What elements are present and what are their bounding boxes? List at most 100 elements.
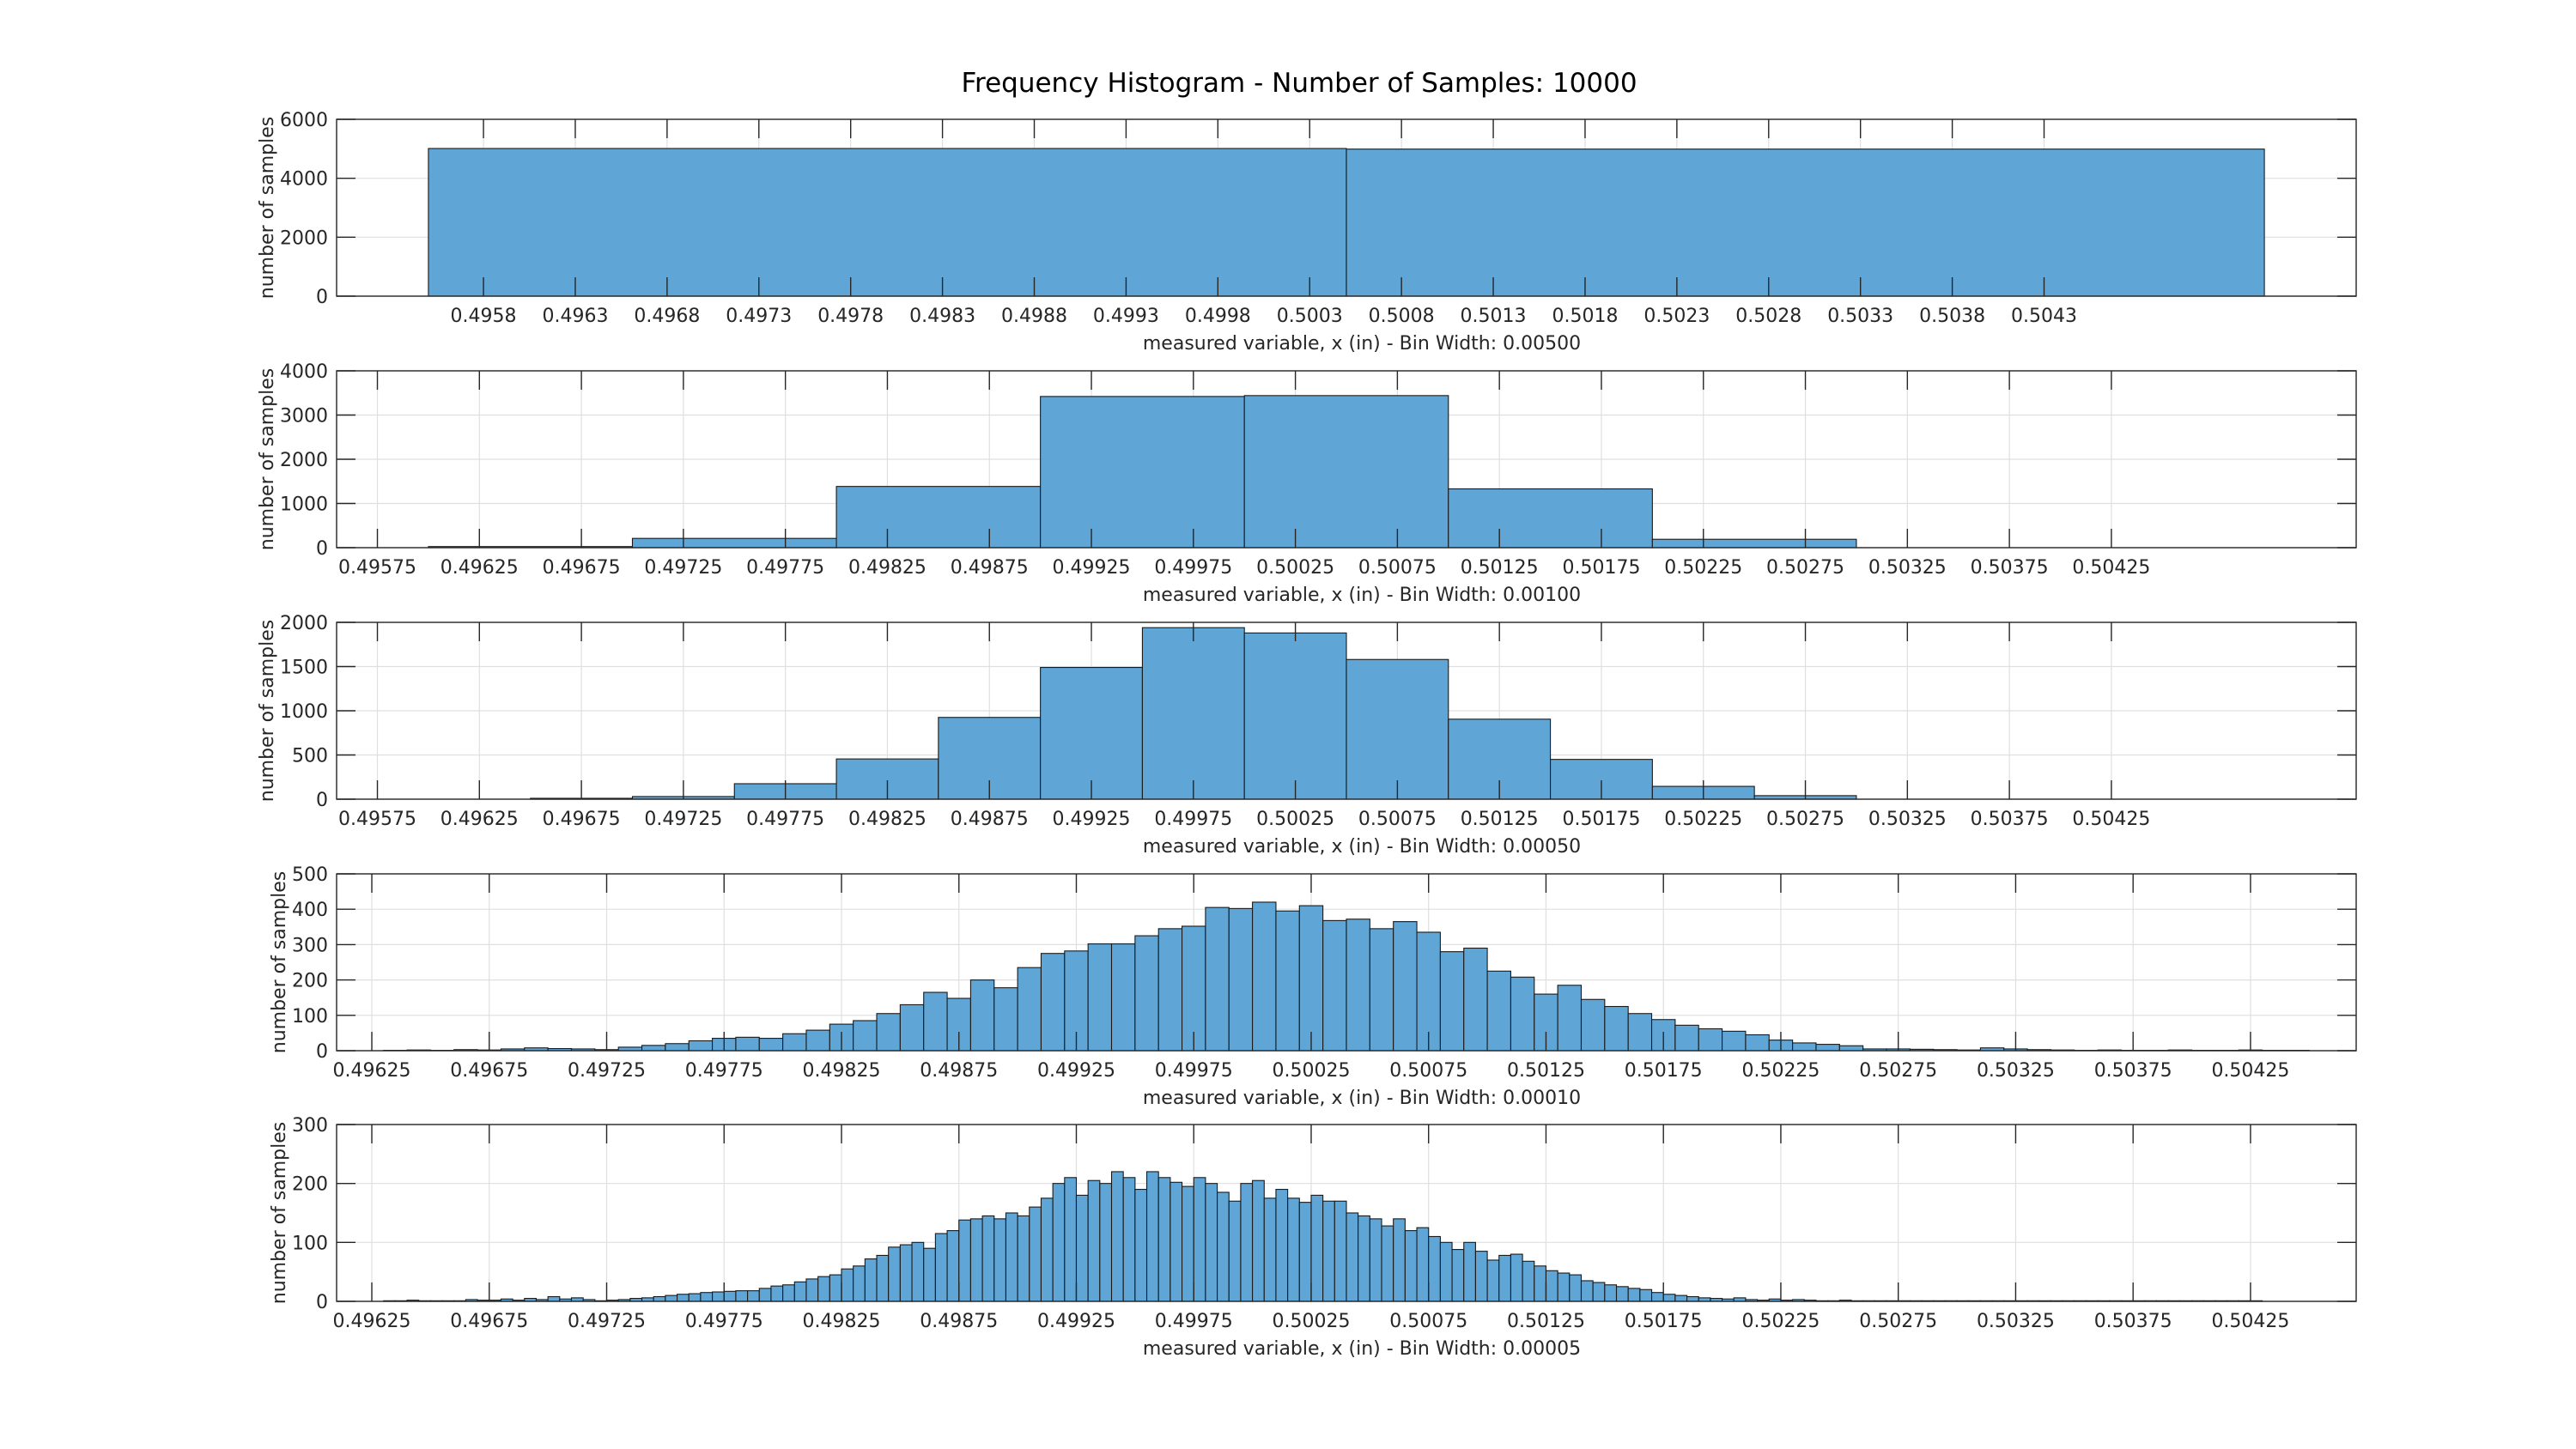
histogram-bar (1451, 1249, 1465, 1302)
histogram-bar (1674, 1024, 1699, 1052)
x-tick-label: 0.50375 (2094, 1060, 2172, 1082)
y-tick-label: 0 (316, 1041, 328, 1063)
histogram-bar (793, 1281, 807, 1302)
x-tick-label: 0.49775 (685, 1311, 763, 1332)
histogram-bar (853, 1265, 866, 1302)
y-tick-label: 100 (292, 1006, 328, 1028)
x-axis-label: measured variable, x (in) - Bin Width: 0… (1143, 1088, 1581, 1109)
y-tick-label: 400 (292, 900, 328, 921)
x-tick-label: 0.50275 (1859, 1311, 1937, 1332)
bar-series (428, 148, 2265, 297)
histogram-bar (817, 1276, 830, 1302)
x-tick-label: 0.49725 (568, 1060, 646, 1082)
x-tick-label: 0.50075 (1389, 1311, 1467, 1332)
y-tick-label: 500 (292, 864, 328, 886)
histogram-bar (911, 1241, 925, 1302)
histogram-bar (1815, 1044, 1840, 1052)
histogram-bar (665, 1043, 690, 1052)
histogram-bar (993, 987, 1018, 1052)
histogram-bar (958, 1219, 971, 1302)
histogram-bar (1627, 1288, 1641, 1302)
y-tick-label: 100 (292, 1233, 328, 1254)
histogram-bar (864, 1258, 878, 1302)
histogram-bar (1170, 1181, 1183, 1302)
x-tick-label: 0.50175 (1562, 557, 1640, 579)
histogram-bar (1510, 1253, 1523, 1302)
histogram-bar (1463, 947, 1488, 1052)
histogram-bar (1498, 1254, 1511, 1302)
x-tick-label: 0.50225 (1664, 557, 1742, 579)
histogram-bar (1099, 1183, 1113, 1302)
histogram-bar (1604, 1284, 1618, 1302)
x-tick-label: 0.50325 (1868, 557, 1947, 579)
histogram-bar (1838, 1045, 1864, 1052)
histogram-bar (1557, 985, 1583, 1052)
histogram-bar (1017, 1215, 1030, 1302)
histogram-bar (1346, 1212, 1359, 1302)
histogram-panel-2: 0.49575 0.49625 0.49675 0.49725 0.49775 0.498… (257, 361, 2357, 606)
histogram-bar (805, 1029, 830, 1052)
histogram-bar (1017, 967, 1042, 1052)
histogram-bar (758, 1288, 772, 1302)
x-tick-label: 0.50275 (1859, 1060, 1937, 1082)
x-tick-label: 0.49625 (440, 557, 519, 579)
x-tick-label: 0.50325 (1868, 809, 1947, 830)
histogram-bar (1243, 632, 1347, 800)
x-tick-label: 0.50025 (1272, 1060, 1350, 1082)
x-tick-label: 0.5023 (1643, 306, 1710, 327)
x-tick-label: 0.49975 (1155, 1060, 1233, 1082)
histogram-bar (1416, 1227, 1430, 1302)
histogram-bar (1510, 976, 1535, 1052)
x-tick-label: 0.4958 (451, 306, 517, 327)
histogram-bar (1193, 1177, 1206, 1302)
y-tick-label: 1000 (280, 701, 328, 723)
histogram-panel-3: 0.49575 0.49625 0.49675 0.49725 0.49775 0.498… (257, 613, 2357, 858)
x-tick-label: 0.50025 (1256, 557, 1334, 579)
x-tick-label: 0.5033 (1827, 306, 1893, 327)
histogram-bar (1381, 1225, 1394, 1302)
histogram-bar (946, 1230, 960, 1302)
bar-series (383, 1171, 2263, 1302)
histogram-bar (1252, 1179, 1265, 1302)
histogram-bar (899, 1003, 925, 1052)
x-tick-label: 0.5003 (1277, 306, 1343, 327)
histogram-bar (876, 1254, 890, 1302)
x-tick-label: 0.49675 (543, 557, 621, 579)
histogram-bar (829, 1274, 842, 1302)
x-tick-label: 0.49925 (1037, 1060, 1115, 1082)
histogram-bar (723, 1290, 737, 1302)
x-tick-label: 0.49925 (1053, 557, 1131, 579)
x-tick-label: 0.50125 (1461, 809, 1539, 830)
x-tick-label: 0.50375 (1971, 557, 2049, 579)
x-tick-label: 0.49925 (1053, 809, 1131, 830)
histogram-bar (1322, 1200, 1335, 1302)
histogram-bar (1228, 1200, 1242, 1302)
histogram-bar (1674, 1294, 1688, 1302)
x-tick-label: 0.4983 (909, 306, 975, 327)
histogram-bar (993, 1218, 1006, 1302)
x-tick-label: 0.50375 (2094, 1311, 2172, 1332)
x-axis-label: measured variable, x (in) - Bin Width: 0… (1143, 333, 1581, 355)
histogram-bar (1040, 953, 1066, 1052)
histogram-bar (782, 1284, 795, 1302)
histogram-bar (1439, 1241, 1453, 1302)
histogram-bar (805, 1278, 819, 1302)
x-tick-label: 0.49675 (450, 1060, 528, 1082)
histogram-bar (1639, 1288, 1653, 1302)
y-tick-label: 3000 (280, 406, 328, 427)
histogram-bar (1075, 1194, 1089, 1302)
histogram-bar (735, 1290, 749, 1302)
x-tick-label: 0.50125 (1461, 557, 1539, 579)
histogram-bar (1298, 905, 1324, 1052)
x-tick-label: 0.50225 (1741, 1311, 1820, 1332)
histogram-bar (1722, 1030, 1747, 1052)
y-axis-label: number of samples (257, 117, 278, 300)
y-tick-label: 200 (292, 971, 328, 992)
histogram-bar (688, 1040, 714, 1052)
histogram-bar (1393, 921, 1418, 1052)
histogram-bar (653, 1295, 666, 1302)
y-tick-label: 0 (316, 287, 328, 308)
histogram-bar (1545, 1270, 1558, 1302)
histogram-bar (1346, 919, 1370, 1052)
x-tick-label: 0.49875 (920, 1060, 998, 1082)
